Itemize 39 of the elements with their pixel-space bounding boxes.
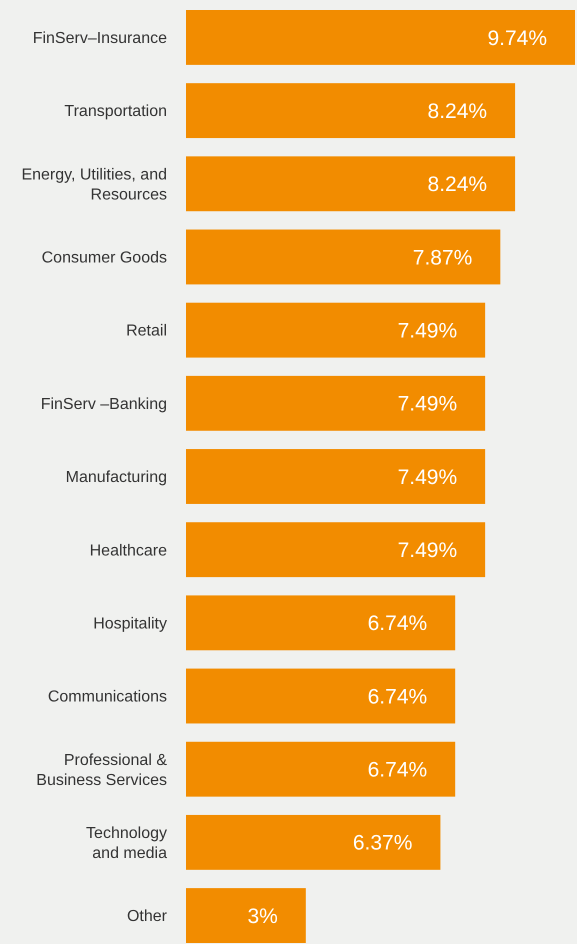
y-tick-label: Technology and media <box>86 824 168 862</box>
data-label: 7.49% <box>398 539 458 562</box>
bar <box>186 10 575 65</box>
data-label: 6.37% <box>352 832 412 855</box>
y-tick-label: Consumer Goods <box>42 250 167 267</box>
data-label: 3% <box>247 904 278 928</box>
bar <box>186 376 486 431</box>
y-tick-label: Retail <box>126 322 167 340</box>
bar <box>186 230 500 284</box>
bar <box>186 814 440 870</box>
y-tick-label: Other <box>126 908 168 926</box>
data-label: 6.74% <box>368 685 428 708</box>
y-tick-label: Communications <box>48 688 167 706</box>
bar <box>186 888 306 943</box>
y-tick-label: Healthcare <box>90 542 168 560</box>
y-tick-label: Energy, Utilities, and Resources <box>21 166 167 204</box>
bar <box>186 595 456 650</box>
bar <box>186 449 486 504</box>
data-label: 9.74% <box>487 26 547 50</box>
data-label: 8.24% <box>428 173 488 196</box>
y-tick-label: Transportation <box>64 103 167 120</box>
bar <box>186 302 486 358</box>
bar <box>186 522 486 578</box>
bar <box>186 156 516 212</box>
data-label: 8.24% <box>428 100 488 123</box>
bar <box>186 83 516 138</box>
y-tick-label: FinServ –Banking <box>40 396 167 413</box>
data-label: 7.87% <box>412 246 472 270</box>
y-tick-label: Manufacturing <box>66 469 167 486</box>
y-tick-label: Professional & Business Services <box>36 752 168 789</box>
data-label: 7.49% <box>398 319 458 342</box>
bar <box>186 668 456 724</box>
y-tick-label: Hospitality <box>93 615 167 632</box>
data-label: 7.49% <box>398 466 458 489</box>
data-label: 6.74% <box>368 758 428 782</box>
bar <box>186 742 456 797</box>
y-tick-label: FinServ–Insurance <box>32 30 168 48</box>
data-label: 6.74% <box>368 612 428 636</box>
data-label: 7.49% <box>398 392 458 416</box>
